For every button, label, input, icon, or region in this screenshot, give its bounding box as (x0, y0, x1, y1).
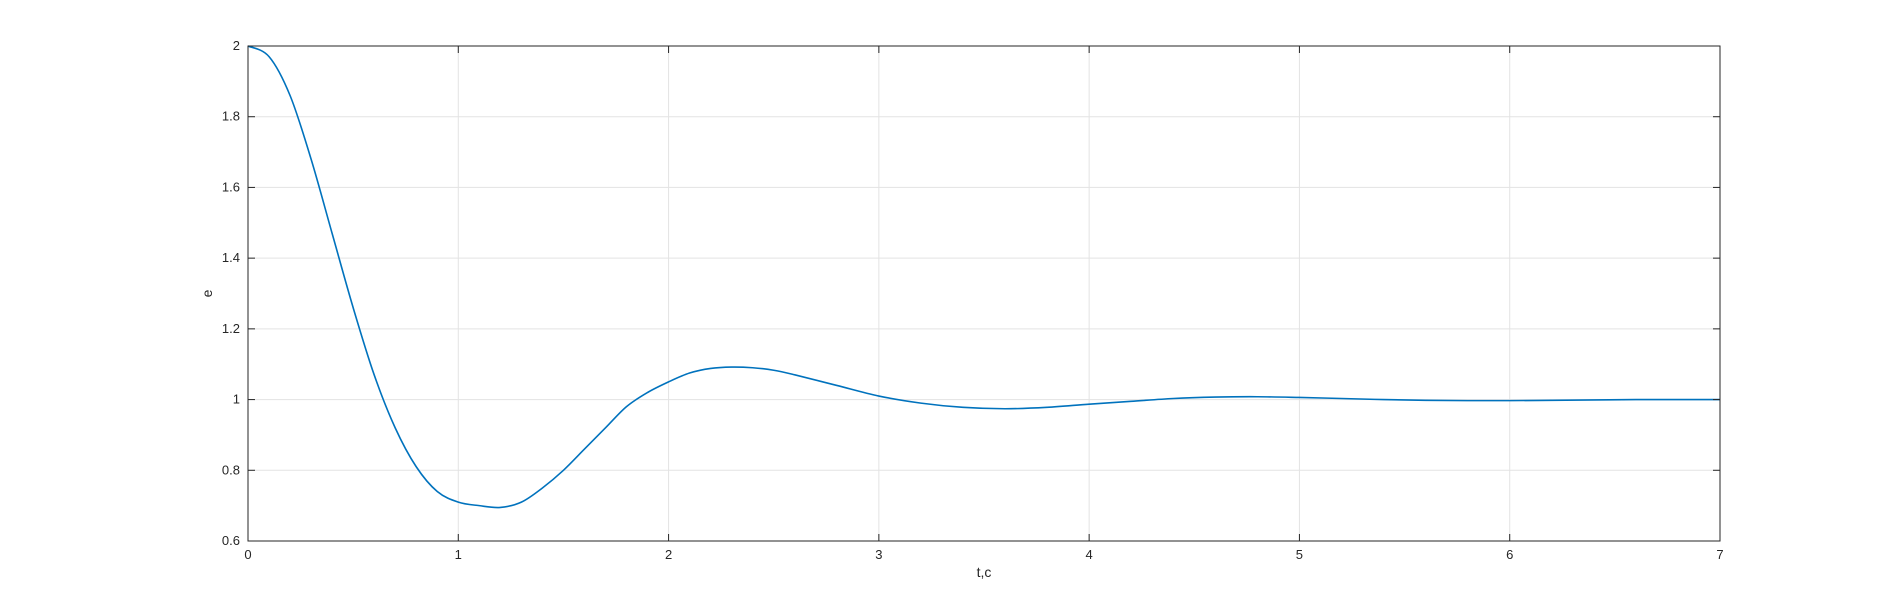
grid-lines (247, 45, 1721, 542)
y-tick-label: 1.2 (222, 321, 240, 336)
y-tick-label: 1.6 (222, 179, 240, 194)
tick-marks (247, 45, 1721, 542)
x-axis-label: t,c (977, 564, 992, 580)
x-tick-label: 6 (1506, 547, 1513, 562)
x-tick-label: 5 (1296, 547, 1303, 562)
y-tick-label: 1.4 (222, 250, 240, 265)
x-tick-label: 1 (455, 547, 462, 562)
axes-box (247, 45, 1721, 542)
x-tick-label: 3 (875, 547, 882, 562)
x-tick-label: 0 (244, 547, 251, 562)
x-tick-label: 4 (1086, 547, 1093, 562)
x-tick-label: 2 (665, 547, 672, 562)
x-tick-labels: 0 1 2 3 4 5 6 7 (244, 547, 1723, 562)
x-tick-label: 7 (1716, 547, 1723, 562)
y-axis-label: e (199, 289, 215, 297)
series-layer (247, 45, 1720, 509)
series-line (247, 45, 1720, 509)
y-tick-labels: 0.6 0.8 1 1.2 1.4 1.6 1.8 2 (222, 38, 240, 548)
y-tick-label: 0.6 (222, 533, 240, 548)
y-tick-label: 1 (233, 392, 240, 407)
y-tick-label: 0.8 (222, 462, 240, 477)
y-tick-label: 1.8 (222, 109, 240, 124)
y-tick-label: 2 (233, 38, 240, 53)
